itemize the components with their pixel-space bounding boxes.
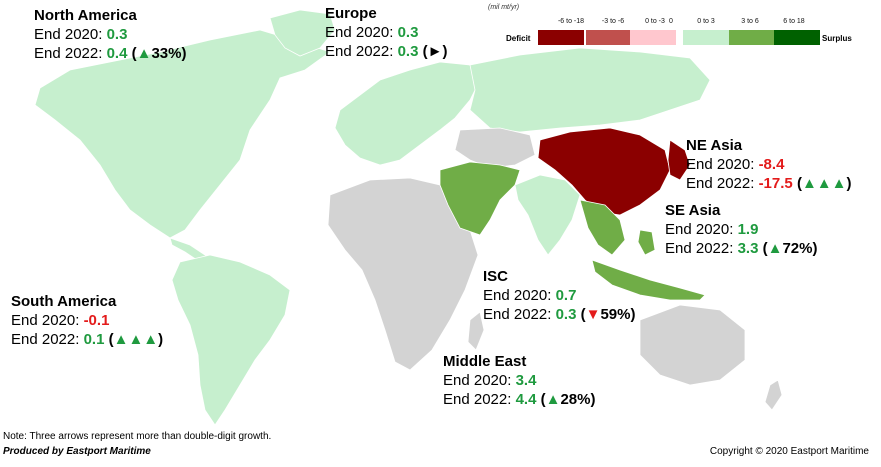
change-arrow: ▲ (136, 45, 152, 62)
footnote: Note: Three arrows represent more than d… (3, 431, 272, 442)
region-europe: Europe End 2020: 0.3 End 2022: 0.3 (►) (325, 5, 448, 60)
legend-swatch (729, 30, 775, 45)
produced-by: Produced by Eastport Maritime (3, 446, 151, 457)
legend-swatch (774, 30, 820, 45)
legend-unit: (mil mt/yr) (488, 4, 520, 11)
south-america-shape (171, 254, 291, 426)
japan-shape (667, 139, 691, 181)
value-2022: 0.1 (83, 331, 105, 348)
change-arrow: ▲▲▲ (113, 331, 159, 348)
region-isc: ISC End 2020: 0.7 End 2022: 0.3 (▼59%) (483, 268, 636, 323)
value-2020: 1.9 (737, 221, 759, 238)
europe-shape (334, 61, 481, 166)
legend-swatch (683, 30, 729, 45)
label-2020: End 2020: (11, 312, 84, 329)
legend-bin-label: 3 to 6 (741, 18, 759, 25)
value-2020: 0.7 (555, 287, 577, 304)
se-asia-shape (579, 199, 626, 256)
change-arrow: ▲ (545, 391, 561, 408)
value-2020: 3.4 (515, 372, 537, 389)
legend-swatch (630, 30, 676, 45)
region-name: NE Asia (686, 137, 743, 154)
change-arrow: ▲ (767, 240, 783, 257)
region-name: South America (11, 293, 117, 310)
australia-shape (639, 304, 746, 386)
change-arrow: ► (427, 43, 443, 60)
value-2020: 0.3 (106, 26, 128, 43)
label-2020: End 2020: (665, 221, 738, 238)
label-2022: End 2022: (686, 175, 759, 192)
region-north-america: North America End 2020: 0.3 End 2022: 0.… (34, 7, 187, 62)
label-2022: End 2022: (443, 391, 516, 408)
change-pct: 33% (151, 45, 182, 62)
madagascar-shape (467, 311, 485, 351)
region-name: North America (34, 7, 137, 24)
label-2022: End 2022: (483, 306, 556, 323)
change-arrow: ▼ (585, 306, 601, 323)
legend-bin-label: 0 to 3 (697, 18, 715, 25)
isc-shape (514, 174, 581, 256)
legend-zero-label: 0 (669, 18, 673, 25)
value-2020: -0.1 (83, 312, 110, 329)
legend-surplus-label: Surplus (822, 34, 852, 43)
label-2020: End 2020: (483, 287, 556, 304)
value-2022: 3.3 (737, 240, 759, 257)
region-se-asia: SE Asia End 2020: 1.9 End 2022: 3.3 (▲72… (665, 202, 818, 257)
indonesia-shape (591, 259, 706, 301)
philippines-shape (637, 229, 656, 256)
central-asia-shape (454, 127, 536, 169)
russia-shape (469, 47, 711, 133)
legend-deficit-label: Deficit (506, 34, 531, 43)
value-2022: 4.4 (515, 391, 537, 408)
change-arrow: ▲▲▲ (801, 175, 847, 192)
value-2022: 0.3 (555, 306, 577, 323)
region-south-america: South America End 2020: -0.1 End 2022: 0… (11, 293, 164, 348)
legend-bin-label: -3 to -6 (601, 18, 625, 25)
legend-bin-label: -6 to -18 (557, 18, 585, 25)
value-2022: -17.5 (758, 175, 793, 192)
label-2020: End 2020: (686, 156, 759, 173)
value-2020: 0.3 (397, 24, 419, 41)
label-2022: End 2022: (325, 43, 398, 60)
region-name: Middle East (443, 353, 527, 370)
label-2020: End 2020: (34, 26, 107, 43)
region-name: SE Asia (665, 202, 721, 219)
value-2022: 0.3 (397, 43, 419, 60)
legend-bin-label: 0 to -3 (645, 18, 665, 25)
label-2020: End 2020: (443, 372, 516, 389)
copyright: Copyright © 2020 Eastport Maritime (709, 446, 869, 457)
change-pct: 59% (600, 306, 631, 323)
legend-swatch (538, 30, 584, 45)
change-pct: 28% (560, 391, 591, 408)
legend-bin-label: 6 to 18 (783, 18, 805, 25)
region-name: Europe (325, 5, 377, 22)
greenland-shape (269, 9, 336, 57)
africa-shape (327, 177, 479, 371)
new-zealand-shape (764, 379, 783, 411)
region-ne-asia: NE Asia End 2020: -8.4 End 2022: -17.5 (… (686, 137, 852, 192)
legend-swatch (586, 30, 632, 45)
label-2020: End 2020: (325, 24, 398, 41)
middle-east-shape (439, 161, 521, 236)
change-pct: 72% (782, 240, 813, 257)
north-america-shape (34, 29, 331, 239)
ne-asia-shape (537, 127, 671, 216)
label-2022: End 2022: (665, 240, 738, 257)
label-2022: End 2022: (34, 45, 107, 62)
value-2022: 0.4 (106, 45, 128, 62)
region-name: ISC (483, 268, 509, 285)
label-2022: End 2022: (11, 331, 84, 348)
region-middle-east: Middle East End 2020: 3.4 End 2022: 4.4 … (443, 353, 596, 408)
value-2020: -8.4 (758, 156, 785, 173)
